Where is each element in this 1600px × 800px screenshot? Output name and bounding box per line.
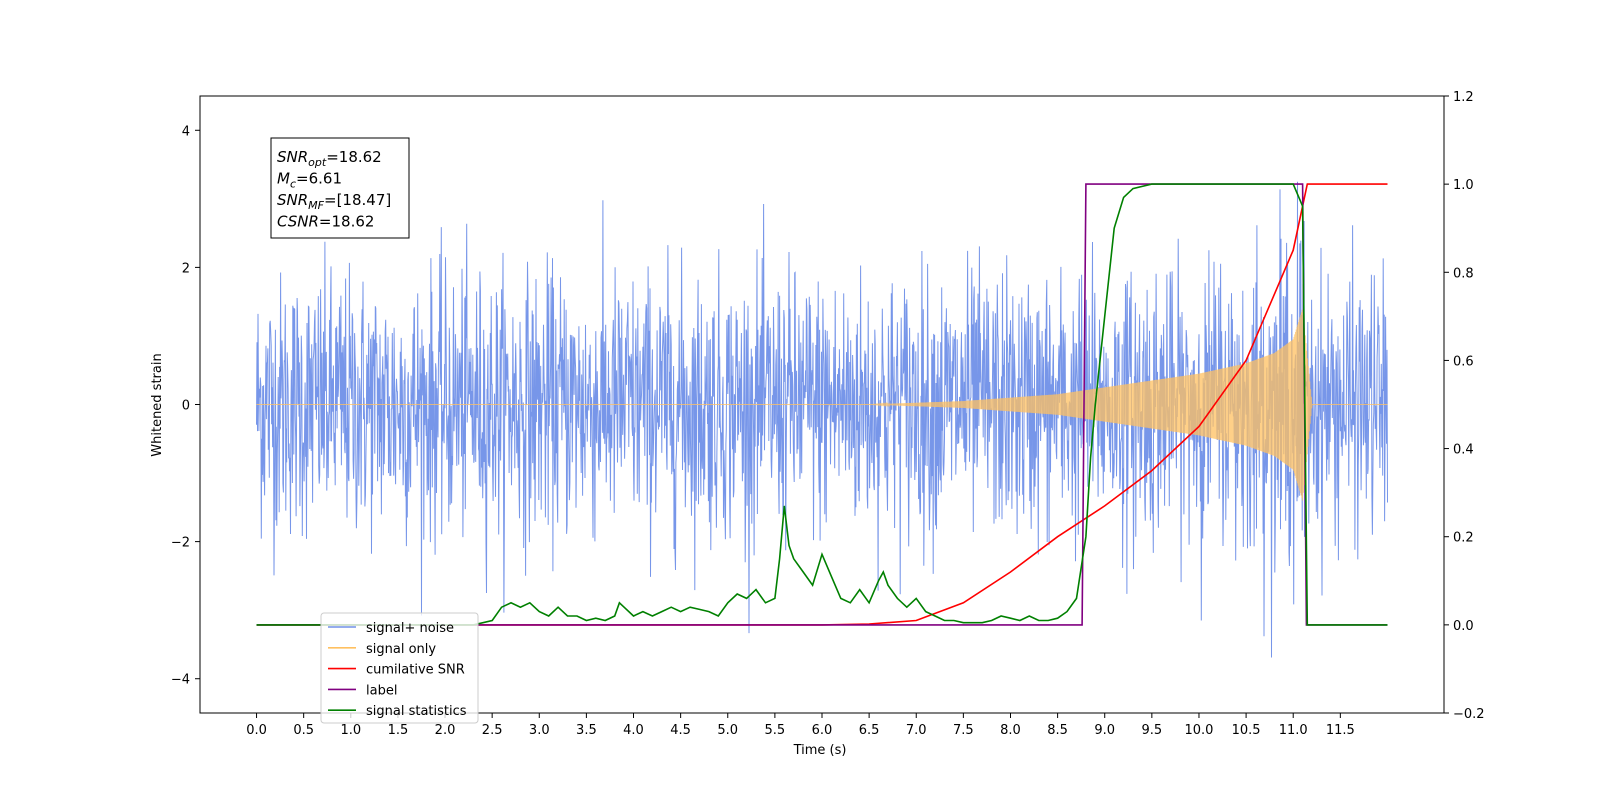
x-tick-label: 11.0 [1279,723,1308,738]
y-left-tick-label: −4 [171,673,190,688]
x-tick-label: 6.5 [859,723,880,738]
legend-label-signal-statistics: signal statistics [366,704,467,719]
series-line-signal-only [256,309,1388,501]
y-right-tick-label: 0.2 [1453,531,1474,546]
y-left-tick-label: 4 [182,124,190,139]
y-axis-left: 4 2 0 −2 −4 [171,124,200,688]
x-tick-label: 11.5 [1326,723,1355,738]
series-line-signal-noise [256,181,1388,658]
y-axis-right: 1.2 1.0 0.8 0.6 0.4 0.2 0.0 −0.2 [1444,90,1485,722]
y-left-tick-label: 2 [182,261,190,276]
y-right-tick-label: 0.8 [1453,266,1474,281]
x-tick-label: 2.0 [435,723,456,738]
x-axis: 0.0 0.5 1.0 1.5 2.0 2.5 3.0 3.5 4.0 4.5 5.0 5.5 6.0 6… [246,713,1355,738]
x-tick-label: 7.5 [953,723,974,738]
annotation-line: SNRopt=18.62 [277,148,382,169]
y-left-tick-label: 0 [182,399,190,414]
x-tick-label: 3.0 [529,723,550,738]
x-tick-label: 7.0 [906,723,927,738]
series-layer [256,181,1388,658]
x-tick-label: 3.5 [576,723,597,738]
x-tick-label: 0.5 [293,723,314,738]
y-right-tick-label: 0.4 [1453,443,1474,458]
x-tick-label: 8.5 [1047,723,1068,738]
annotation-line: SNRMF=[18.47] [277,191,391,212]
y-right-tick-label: 1.0 [1453,178,1474,193]
x-tick-label: 1.0 [340,723,361,738]
series-line-signal-statistics [256,183,1388,626]
legend-label-label: label [366,683,397,698]
x-tick-label: 8.0 [1000,723,1021,738]
annotation-line: CSNR=18.62 [277,213,374,231]
x-tick-label: 1.5 [388,723,409,738]
y-right-tick-label: 0.6 [1453,354,1474,369]
y-axis-label-left: Whitened strain [150,353,165,456]
annotation-box: SNRopt=18.62Mc=6.61SNRMF=[18.47]CSNR=18.… [270,137,410,239]
x-tick-label: 5.5 [765,723,786,738]
x-tick-label: 2.5 [482,723,503,738]
legend: signal+ noise signal only cumilative SNR la… [320,612,479,724]
legend-frame [320,612,479,724]
y-right-tick-label: −0.2 [1453,707,1485,722]
series-line-cumilative-snr [256,183,1388,626]
annotation-line: Mc=6.61 [277,170,342,191]
x-tick-label: 4.5 [670,723,691,738]
annotation-frame [270,137,410,239]
legend-label-signal-only: signal only [366,642,436,657]
x-tick-label: 6.0 [812,723,833,738]
x-tick-label: 9.5 [1142,723,1163,738]
y-right-tick-label: 1.2 [1453,90,1474,105]
x-tick-label: 9.0 [1094,723,1115,738]
legend-label-signal-noise: signal+ noise [366,621,454,636]
x-axis-label: Time (s) [793,743,847,758]
y-left-tick-label: −2 [171,536,190,551]
x-tick-label: 5.0 [717,723,738,738]
x-tick-label: 4.0 [623,723,644,738]
x-tick-label: 0.0 [246,723,267,738]
x-tick-label: 10.0 [1184,723,1213,738]
x-tick-label: 10.5 [1232,723,1261,738]
legend-label-cumilative-snr: cumilative SNR [366,663,465,678]
y-right-tick-label: 0.0 [1453,619,1474,634]
